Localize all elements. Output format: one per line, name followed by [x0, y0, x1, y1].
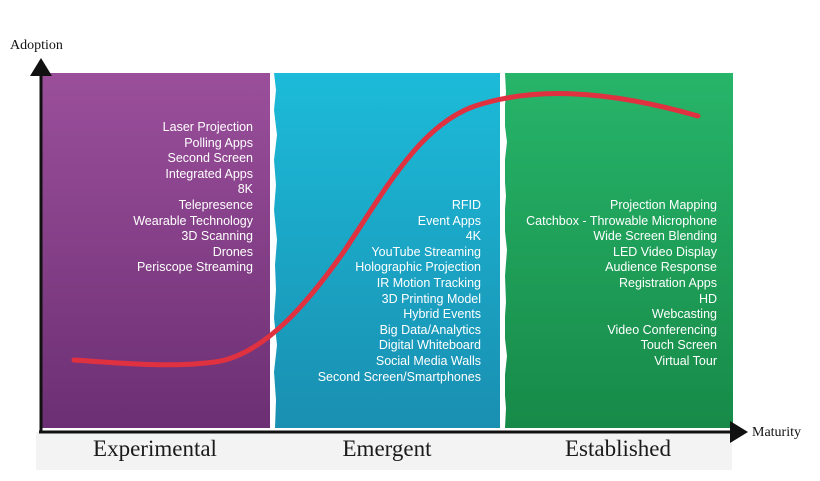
y-axis-label: Adoption [10, 38, 63, 53]
list-item: 3D Printing Model [381, 291, 481, 306]
list-item: RFID [451, 198, 481, 212]
stage-label-emergent: Emergent [342, 436, 432, 461]
list-item: Big Data/Analytics [379, 322, 481, 337]
list-item: Event Apps [417, 213, 481, 228]
list-item: Second Screen [167, 151, 253, 166]
list-item: Video Conferencing [607, 322, 717, 337]
list-item: Periscope Streaming [136, 260, 253, 275]
list-item: Digital Whiteboard [378, 338, 481, 353]
list-item: 8K [237, 182, 253, 197]
list-item: Wide Screen Blending [593, 229, 717, 244]
list-item: Audience Response [605, 260, 717, 275]
emergent-items: RFID Event Apps 4K YouTube Streaming Hol… [318, 198, 481, 385]
list-item: Polling Apps [184, 135, 253, 150]
phase-panel-emergent [274, 73, 500, 428]
y-axis-arrow-icon [30, 58, 52, 76]
x-axis-label: Maturity [752, 425, 801, 440]
adoption-curve [71, 91, 701, 368]
phase-panel-established [505, 73, 733, 428]
phase-panel-experimental [42, 73, 270, 428]
list-item: YouTube Streaming [371, 244, 481, 259]
list-item: Holographic Projection [355, 260, 481, 275]
divider-right [500, 73, 507, 428]
list-item: HD [698, 291, 717, 306]
list-item: Projection Mapping [609, 198, 717, 212]
list-item: Hybrid Events [403, 307, 481, 322]
list-item: Social Media Walls [375, 353, 481, 368]
list-item: Integrated Apps [165, 166, 253, 181]
list-item: IR Motion Tracking [376, 275, 481, 290]
established-items: Projection Mapping Catchbox - Throwable … [526, 198, 717, 370]
list-item: Drones [212, 244, 253, 259]
experimental-items: Laser Projection Polling Apps Second Scr… [133, 120, 253, 276]
list-item: Catchbox - Throwable Microphone [526, 213, 717, 228]
list-item: Virtual Tour [654, 353, 717, 368]
list-item: Webcasting [651, 307, 717, 322]
list-item: Touch Screen [640, 338, 717, 353]
list-item: Second Screen/Smartphones [317, 369, 481, 384]
stage-label-strip [36, 432, 732, 470]
list-item: Registration Apps [619, 275, 717, 290]
stage-label-experimental: Experimental [93, 436, 217, 461]
list-item: Laser Projection [162, 120, 253, 134]
list-item: 4K [465, 229, 481, 244]
list-item: Telepresence [178, 197, 253, 212]
x-axis-arrow-icon [730, 421, 748, 443]
stage-label-established: Established [564, 436, 672, 461]
list-item: Wearable Technology [133, 213, 253, 228]
divider-left [270, 73, 277, 428]
list-item: 3D Scanning [181, 229, 253, 244]
list-item: LED Video Display [613, 244, 717, 259]
